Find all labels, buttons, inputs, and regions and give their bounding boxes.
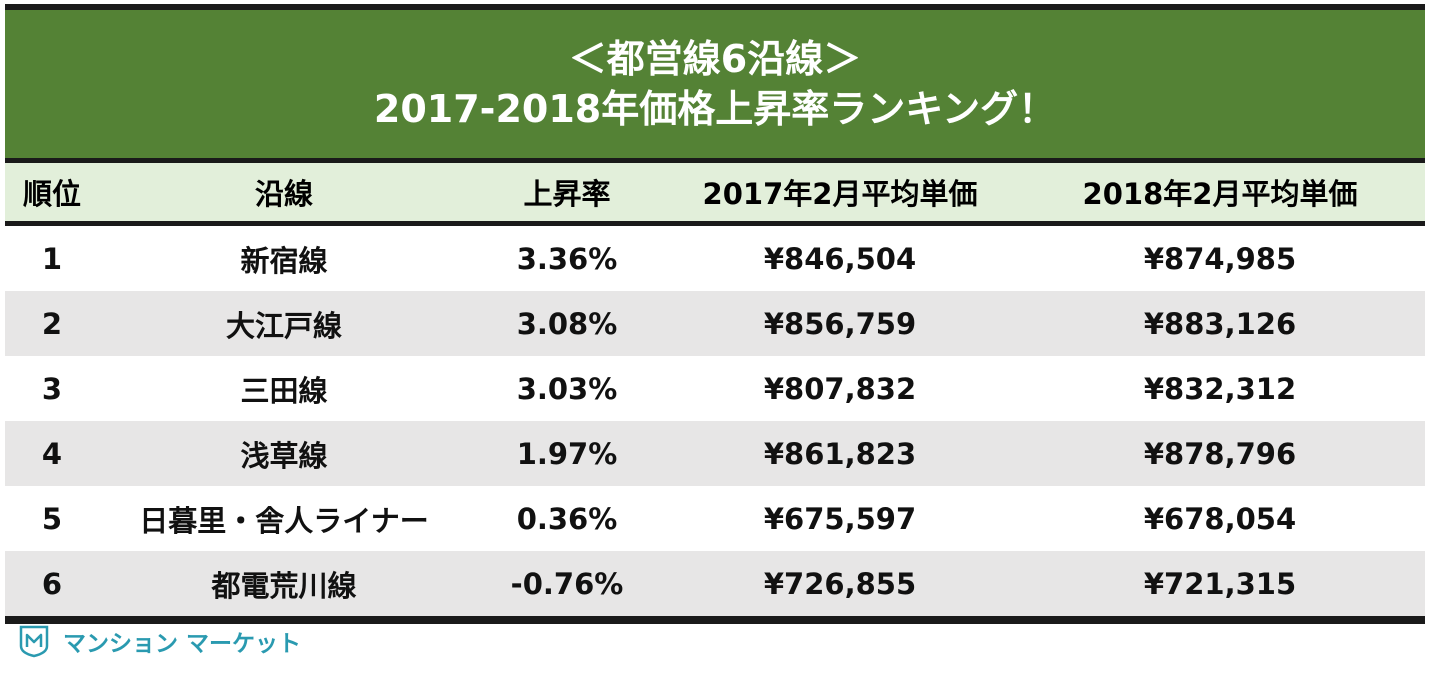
table-row: 2 大江戸線 3.08% ¥856,759 ¥883,126 bbox=[5, 291, 1425, 356]
cell-line: 都電荒川線 bbox=[211, 568, 357, 603]
table-row: 5 日暮里・舎人ライナー 0.36% ¥675,597 ¥678,054 bbox=[5, 486, 1425, 551]
cell-line: 三田線 bbox=[240, 373, 328, 408]
cell-price-2017: ¥675,597 bbox=[763, 501, 917, 536]
column-header-row: 順位 沿線 上昇率 2017年2月平均単価 2018年2月平均単価 bbox=[5, 163, 1425, 221]
column-header-line: 沿線 bbox=[254, 177, 313, 211]
cell-line: 新宿線 bbox=[240, 243, 328, 278]
cell-price-2018: ¥678,054 bbox=[1143, 501, 1297, 536]
cell-price-2017: ¥856,759 bbox=[763, 306, 917, 341]
cell-rank: 3 bbox=[41, 371, 63, 406]
cell-rate: 3.36% bbox=[516, 241, 618, 276]
table-row: 4 浅草線 1.97% ¥861,823 ¥878,796 bbox=[5, 421, 1425, 486]
table-row: 1 新宿線 3.36% ¥846,504 ¥874,985 bbox=[5, 226, 1425, 291]
brand-name: マンション マーケット bbox=[63, 631, 302, 657]
column-header-rate: 上昇率 bbox=[523, 177, 611, 211]
cell-rate: -0.76% bbox=[510, 566, 624, 601]
table-row: 6 都電荒川線 -0.76% ¥726,855 ¥721,315 bbox=[5, 551, 1425, 616]
column-header-price-2017: 2017年2月平均単価 bbox=[702, 177, 978, 211]
cell-rate: 3.08% bbox=[516, 306, 618, 341]
column-header-divider bbox=[5, 221, 1425, 226]
cell-rank: 4 bbox=[41, 436, 63, 471]
ranking-table: ＜都営線6沿線＞ 2017-2018年価格上昇率ランキング！ 順位 沿線 上昇率… bbox=[5, 4, 1425, 624]
cell-rank: 2 bbox=[41, 306, 63, 341]
cell-rate: 0.36% bbox=[516, 501, 618, 536]
cell-price-2017: ¥861,823 bbox=[763, 436, 917, 471]
table-body: 1 新宿線 3.36% ¥846,504 ¥874,985 2 大江戸線 3.08% ¥856,… bbox=[5, 226, 1425, 616]
cell-price-2018: ¥721,315 bbox=[1143, 566, 1297, 601]
top-border bbox=[5, 4, 1425, 10]
cell-rate: 1.97% bbox=[516, 436, 618, 471]
brand-footer: マンション マーケット bbox=[17, 624, 301, 658]
column-header-rank: 順位 bbox=[22, 177, 81, 211]
cell-price-2018: ¥832,312 bbox=[1143, 371, 1297, 406]
cell-line: 大江戸線 bbox=[225, 308, 342, 343]
cell-price-2017: ¥807,832 bbox=[763, 371, 917, 406]
cell-line: 浅草線 bbox=[240, 438, 328, 473]
cell-price-2018: ¥878,796 bbox=[1143, 436, 1297, 471]
cell-rank: 6 bbox=[41, 566, 63, 601]
column-header-price-2018: 2018年2月平均単価 bbox=[1082, 177, 1358, 211]
mansion-market-logo-icon bbox=[19, 625, 49, 658]
cell-price-2018: ¥883,126 bbox=[1143, 306, 1297, 341]
title-line-1: ＜都営線6沿線＞ bbox=[568, 37, 862, 81]
table-row: 3 三田線 3.03% ¥807,832 ¥832,312 bbox=[5, 356, 1425, 421]
bottom-border bbox=[5, 616, 1425, 624]
cell-price-2018: ¥874,985 bbox=[1143, 241, 1297, 276]
cell-price-2017: ¥846,504 bbox=[763, 241, 917, 276]
cell-rank: 5 bbox=[41, 501, 63, 536]
header-divider bbox=[5, 158, 1425, 163]
title-line-2: 2017-2018年価格上昇率ランキング！ bbox=[373, 87, 1057, 131]
table-title: ＜都営線6沿線＞ 2017-2018年価格上昇率ランキング！ bbox=[5, 10, 1425, 158]
cell-rank: 1 bbox=[41, 241, 63, 276]
cell-price-2017: ¥726,855 bbox=[763, 566, 917, 601]
cell-line: 日暮里・舎人ライナー bbox=[139, 503, 429, 538]
cell-rate: 3.03% bbox=[516, 371, 618, 406]
